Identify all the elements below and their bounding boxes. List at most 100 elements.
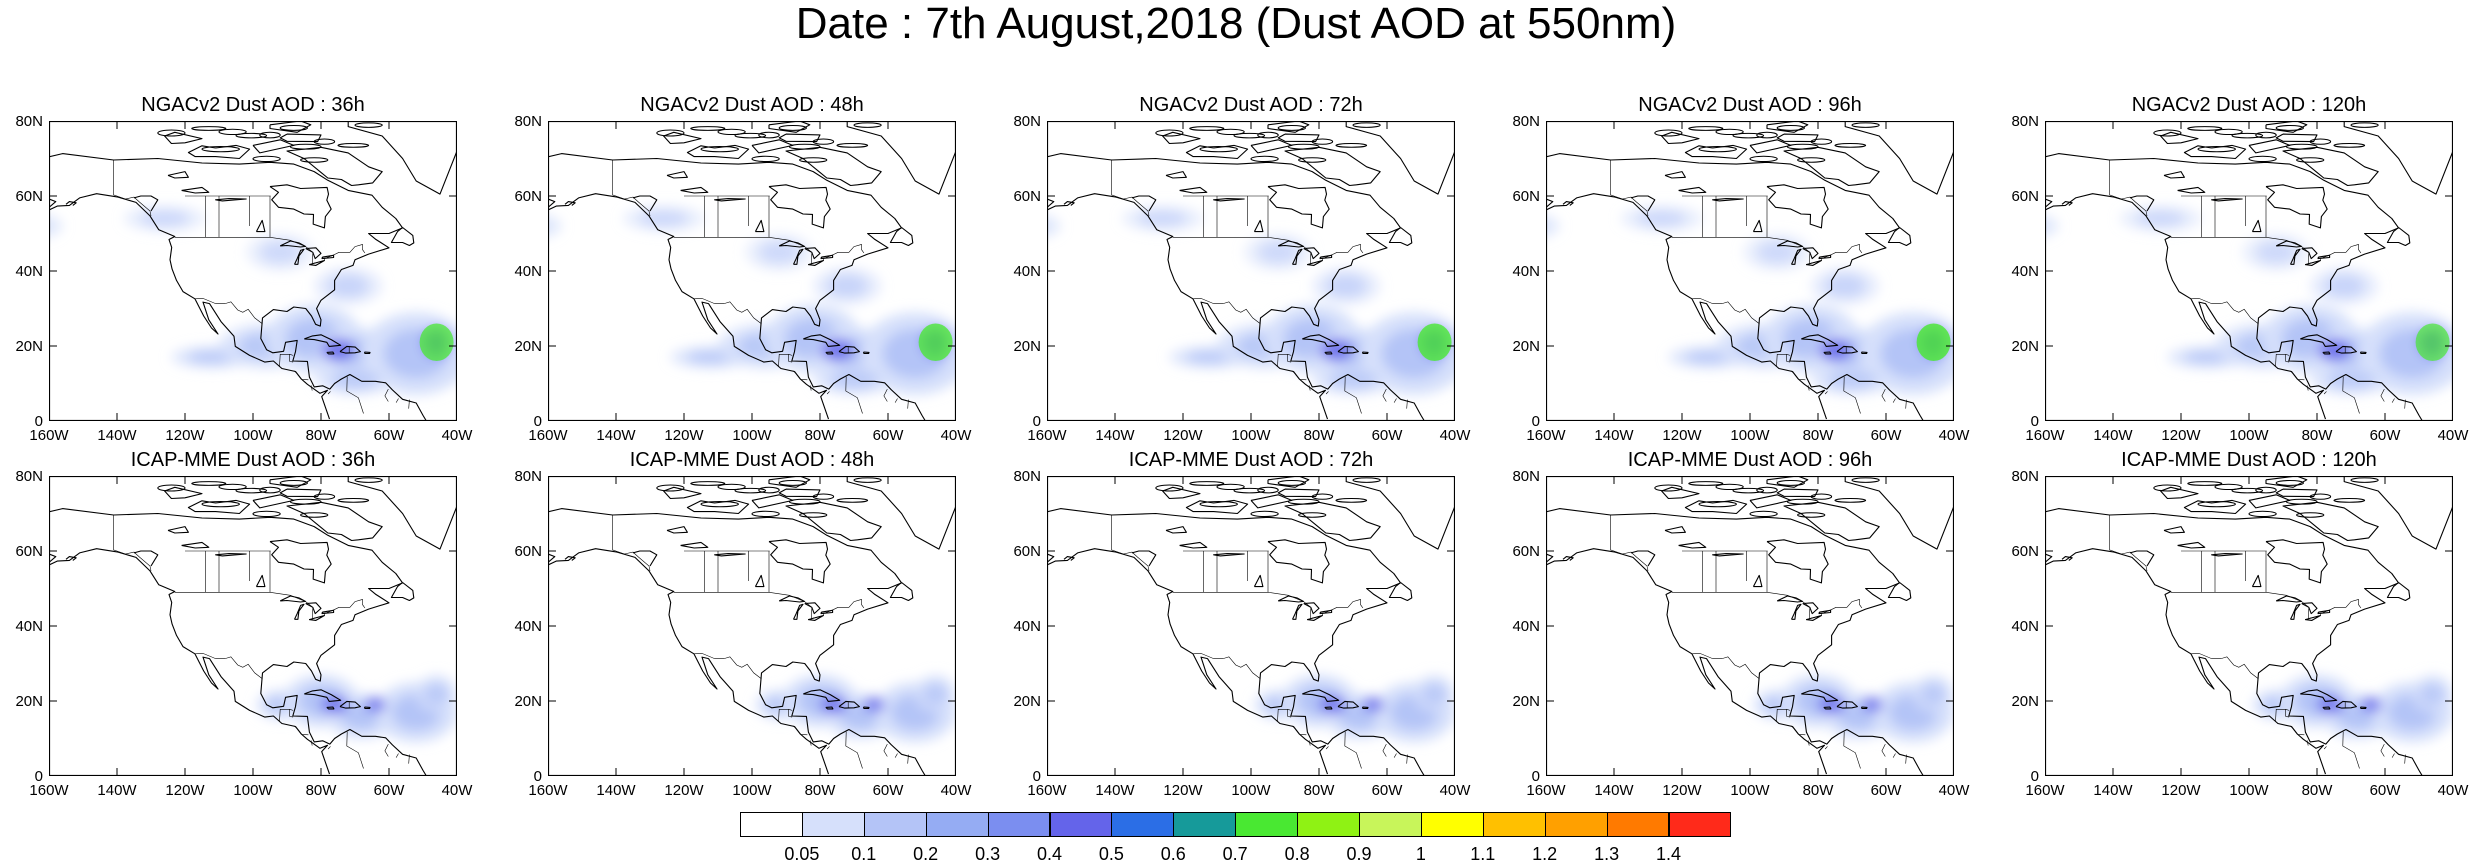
colorbar-label: 1.4 — [1655, 844, 1682, 864]
political-border — [809, 740, 812, 746]
aod-shade — [2045, 215, 2059, 237]
lat-tick-label: 40N — [514, 618, 542, 635]
coastline — [768, 184, 831, 229]
colorbar-swatch — [925, 812, 989, 837]
arctic-island — [788, 498, 821, 505]
coastline — [304, 334, 342, 347]
political-border — [894, 753, 898, 758]
coastline — [363, 706, 371, 710]
political-border — [2391, 398, 2395, 403]
lon-tick-label: 40W — [2437, 782, 2469, 799]
political-border — [1172, 592, 1364, 619]
aod-shade — [1637, 210, 1687, 227]
arctic-island — [1732, 132, 1765, 139]
lon-tick-label: 120W — [165, 782, 205, 799]
coastline — [65, 201, 77, 206]
arctic-island — [1287, 498, 1320, 505]
lat-tick-label: 0 — [1531, 768, 1540, 785]
coastline — [2061, 201, 2073, 206]
political-border — [395, 398, 399, 403]
aod-shade — [2136, 210, 2186, 227]
coastline — [2359, 351, 2367, 355]
colorbar-swatch — [1359, 812, 1422, 837]
lon-tick-label: 60W — [2369, 427, 2401, 444]
coastline — [1844, 476, 1954, 550]
map-panel: ICAP-MME Dust AOD : 48h 0 20N 40N 60N 80N 160W… — [500, 450, 971, 810]
coastline — [1267, 184, 1330, 229]
map-panel: ICAP-MME Dust AOD : 120h 0 20N 40N 60N 80N 160… — [1997, 449, 2468, 810]
coastline — [1630, 550, 1656, 567]
arctic-island — [2153, 129, 2182, 137]
panel-title: NGACv2 Dust AOD : 96h — [1638, 94, 1862, 116]
lake-outline — [1678, 541, 1707, 549]
lake-outline — [754, 219, 765, 233]
arctic-island — [2309, 493, 2332, 500]
lon-tick-label: 60W — [1371, 427, 1403, 444]
political-border — [2109, 160, 2148, 216]
panel-title: NGACv2 Dust AOD : 72h — [1139, 94, 1363, 116]
aod-map — [1546, 476, 1954, 776]
coastline — [2322, 706, 2331, 710]
lat-tick-label: 60N — [1013, 188, 1041, 205]
coastline — [279, 133, 322, 143]
coastline — [1345, 121, 1455, 195]
lon-tick-label: 120W — [1662, 782, 1702, 799]
arctic-island — [1698, 500, 1737, 508]
political-border — [1325, 391, 1329, 395]
colorbar-swatch — [740, 812, 803, 837]
coastline — [2335, 700, 2357, 709]
arctic-island — [235, 487, 268, 494]
lon-tick-label: 80W — [804, 782, 836, 799]
lake-outline — [1253, 574, 1264, 588]
lon-tick-label: 40W — [940, 782, 972, 799]
political-border — [346, 731, 364, 769]
coastline — [2061, 556, 2073, 561]
political-border — [907, 399, 909, 409]
colorbar-label: 0.2 — [913, 844, 939, 864]
aod-map — [1546, 121, 1954, 421]
arctic-island — [313, 138, 336, 145]
lon-tick-label: 100W — [1231, 782, 1271, 799]
colorbar-swatch — [1420, 812, 1484, 837]
arctic-island — [259, 486, 281, 494]
arctic-island — [354, 122, 383, 128]
lon-tick-label: 40W — [1439, 427, 1471, 444]
arctic-island — [1298, 157, 1327, 163]
coastline — [1388, 582, 1413, 602]
coastline — [1302, 689, 1340, 702]
arctic-island — [1749, 510, 1778, 518]
lon-tick-label: 120W — [1163, 782, 1203, 799]
coastline — [1836, 345, 1858, 354]
political-border — [2342, 731, 2360, 769]
aod-core — [864, 697, 885, 713]
arctic-island — [1250, 155, 1279, 163]
lake-outline — [680, 541, 709, 549]
coastline — [326, 706, 335, 710]
lake-outline — [294, 248, 305, 265]
aod-shade — [2326, 370, 2376, 389]
lon-tick-label: 140W — [1594, 427, 1634, 444]
aod-shade — [1546, 215, 1560, 237]
coastline — [1684, 499, 1748, 515]
political-border — [883, 388, 888, 402]
lat-tick-label: 40N — [2011, 618, 2039, 635]
arctic-island — [690, 126, 726, 131]
arctic-island — [1688, 481, 1724, 486]
political-border — [1192, 298, 1261, 325]
arctic-island — [2296, 157, 2325, 163]
coastline — [1277, 133, 1320, 143]
lon-tick-label: 120W — [1662, 427, 1702, 444]
lat-tick-label: 20N — [2011, 693, 2039, 710]
political-border — [2190, 298, 2259, 325]
coastline — [390, 582, 415, 602]
lake-outline — [1818, 609, 1832, 615]
arctic-island — [1189, 481, 1225, 486]
panel-title: ICAP-MME Dust AOD : 120h — [2121, 449, 2377, 471]
lat-tick-label: 40N — [15, 263, 43, 280]
arctic-island — [778, 479, 807, 486]
arctic-island — [1199, 500, 1238, 508]
political-border — [327, 746, 331, 750]
arctic-island — [1155, 129, 1184, 137]
aod-shade — [2255, 241, 2297, 264]
political-border — [395, 753, 399, 758]
